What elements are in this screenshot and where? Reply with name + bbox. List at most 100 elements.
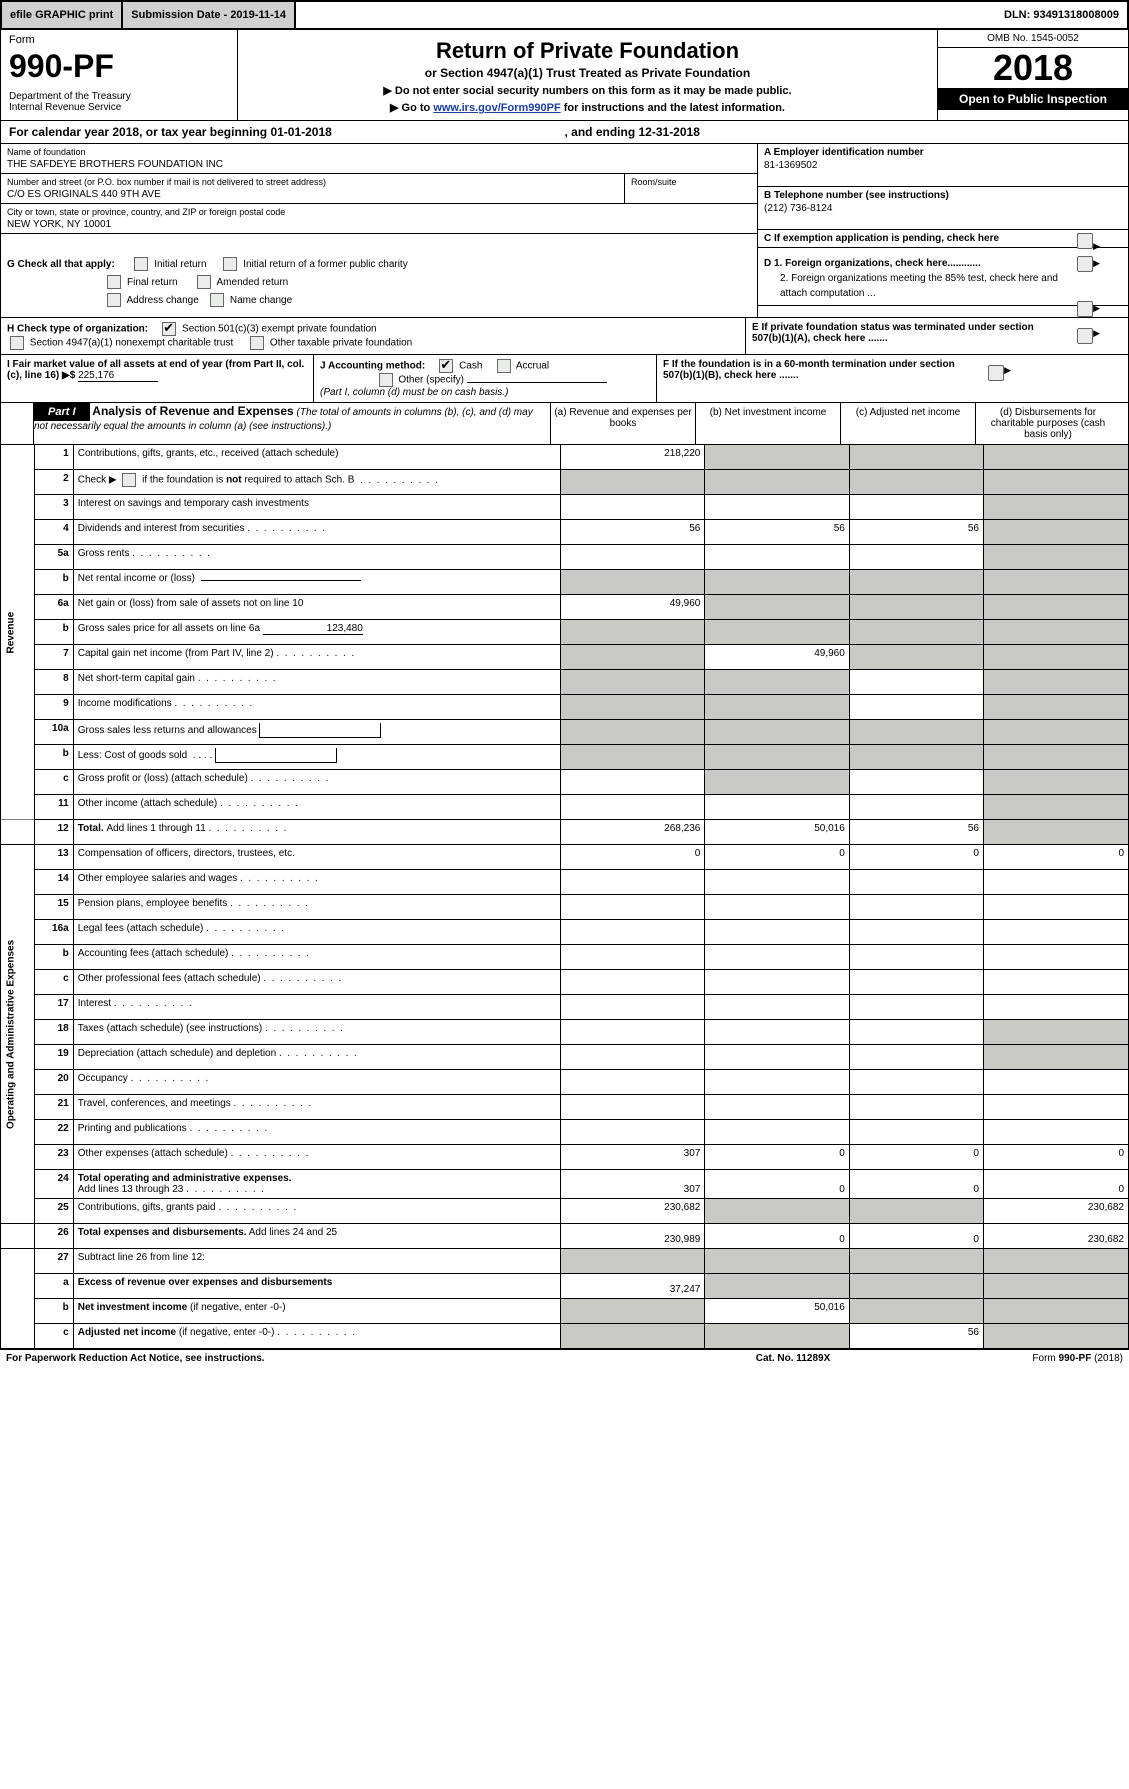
initial-return-checkbox[interactable]	[134, 257, 148, 271]
fr2: 990-PF	[1059, 1353, 1092, 1364]
col-d	[983, 1095, 1128, 1120]
line-6b: b Gross sales price for all assets on li…	[1, 620, 1128, 645]
h-501c3-label: Section 501(c)(3) exempt private foundat…	[182, 324, 377, 335]
j-accrual-checkbox[interactable]	[497, 359, 511, 373]
col-d	[983, 670, 1128, 695]
col-d	[983, 995, 1128, 1020]
col-b	[705, 1045, 849, 1070]
irs-link[interactable]: www.irs.gov/Form990PF	[433, 102, 560, 114]
line-4: 4 Dividends and interest from securities…	[1, 520, 1128, 545]
fr3: (2018)	[1091, 1353, 1123, 1364]
f-cell: F If the foundation is in a 60-month ter…	[657, 355, 1039, 402]
col-d	[983, 620, 1128, 645]
foot-mid: Cat. No. 11289X	[683, 1353, 903, 1364]
line-6a: 6a Net gain or (loss) from sale of asset…	[1, 595, 1128, 620]
col-b: 56	[705, 520, 849, 545]
t: Depreciation (attach schedule) and deple…	[78, 1048, 276, 1059]
line-1: Revenue 1 Contributions, gifts, grants, …	[1, 445, 1128, 470]
h-4947-label: Section 4947(a)(1) nonexempt charitable …	[30, 338, 233, 349]
j-note: (Part I, column (d) must be on cash basi…	[320, 387, 508, 398]
col-d	[983, 1070, 1128, 1095]
initial-former-checkbox[interactable]	[223, 257, 237, 271]
line-26: 26 Total expenses and disbursements. Add…	[1, 1224, 1128, 1249]
lineno: 8	[34, 670, 73, 695]
h-501c3-checkbox[interactable]	[162, 322, 176, 336]
open-to-public: Open to Public Inspection	[938, 88, 1128, 110]
lineno: b	[34, 945, 73, 970]
col-d	[983, 445, 1128, 470]
col-d	[983, 545, 1128, 570]
ein-value: 81-1369502	[764, 160, 1122, 171]
lineno: 22	[34, 1120, 73, 1145]
col-c	[849, 795, 983, 820]
col-c	[849, 870, 983, 895]
col-b: 0	[705, 1145, 849, 1170]
lineno: 26	[34, 1224, 73, 1249]
e-checkbox[interactable]	[1077, 328, 1093, 344]
part1-header: Part I Analysis of Revenue and Expenses …	[0, 403, 1129, 445]
lineno: 3	[34, 495, 73, 520]
col-a: 230,682	[560, 1199, 704, 1224]
j-other-blank	[467, 382, 607, 383]
efile-print-button[interactable]: efile GRAPHIC print	[2, 2, 123, 28]
address-change-checkbox[interactable]	[107, 293, 121, 307]
j-cash-checkbox[interactable]	[439, 359, 453, 373]
col-c	[849, 920, 983, 945]
desc: Gross sales price for all assets on line…	[73, 620, 560, 645]
col-b	[705, 920, 849, 945]
desc: Total expenses and disbursements. Add li…	[73, 1224, 560, 1249]
desc: Subtract line 26 from line 12:	[73, 1249, 560, 1274]
part1-grid: Revenue 1 Contributions, gifts, grants, …	[0, 445, 1129, 1349]
e-cell: E If private foundation status was termi…	[746, 318, 1128, 354]
col-d	[983, 1274, 1128, 1299]
dots	[274, 1327, 355, 1338]
city-cell: City or town, state or province, country…	[1, 204, 757, 234]
h-4947-checkbox[interactable]	[10, 336, 24, 350]
lineno: b	[34, 745, 73, 770]
t: Contributions, gifts, grants paid	[78, 1202, 216, 1213]
d2-checkbox[interactable]	[1077, 301, 1093, 317]
lineno: 10a	[34, 720, 73, 745]
header-center: Return of Private Foundation or Section …	[238, 30, 937, 120]
col-b	[705, 1020, 849, 1045]
d1-checkbox[interactable]	[1077, 256, 1093, 272]
final-return-checkbox[interactable]	[107, 275, 121, 289]
desc: Dividends and interest from securities	[73, 520, 560, 545]
header-left: Form 990-PF Department of the Treasury I…	[1, 30, 238, 120]
lineno: 27	[34, 1249, 73, 1274]
name-change-checkbox[interactable]	[210, 293, 224, 307]
amended-checkbox[interactable]	[197, 275, 211, 289]
arrow-icon	[1093, 256, 1102, 271]
t: Less: Cost of goods sold	[78, 750, 188, 761]
desc-b: if the foundation is not required to att…	[142, 475, 354, 486]
r6b-val: 123,480	[263, 623, 363, 635]
foot-left: For Paperwork Reduction Act Notice, see …	[6, 1353, 683, 1364]
col-a	[560, 495, 704, 520]
dots	[274, 648, 355, 659]
col-b	[705, 1274, 849, 1299]
col-c	[849, 895, 983, 920]
j-other-checkbox[interactable]	[379, 373, 393, 387]
t: Taxes (attach schedule) (see instruction…	[78, 1023, 263, 1034]
line-15: 15 Pension plans, employee benefits	[1, 895, 1128, 920]
t: Income modifications	[78, 698, 172, 709]
department: Department of the Treasury Internal Reve…	[9, 91, 229, 113]
schb-checkbox[interactable]	[122, 473, 136, 487]
address-row: Number and street (or P.O. box number if…	[1, 174, 757, 204]
col-a	[560, 1020, 704, 1045]
t: Gross sales less returns and allowances	[78, 725, 257, 736]
col-d	[983, 520, 1128, 545]
line-19: 19 Depreciation (attach schedule) and de…	[1, 1045, 1128, 1070]
lineno: 16a	[34, 920, 73, 945]
col-a: 37,247	[560, 1274, 704, 1299]
page: efile GRAPHIC print Submission Date - 20…	[0, 0, 1129, 1367]
box	[259, 723, 381, 738]
desc: Contributions, gifts, grants paid	[73, 1199, 560, 1224]
col-c	[849, 1274, 983, 1299]
inst2-a: ▶ Go to	[390, 102, 433, 114]
exemption-checkbox[interactable]	[1077, 233, 1093, 249]
col-c	[849, 495, 983, 520]
h-other-checkbox[interactable]	[250, 336, 264, 350]
f-checkbox[interactable]	[988, 365, 1004, 381]
lineno: 21	[34, 1095, 73, 1120]
